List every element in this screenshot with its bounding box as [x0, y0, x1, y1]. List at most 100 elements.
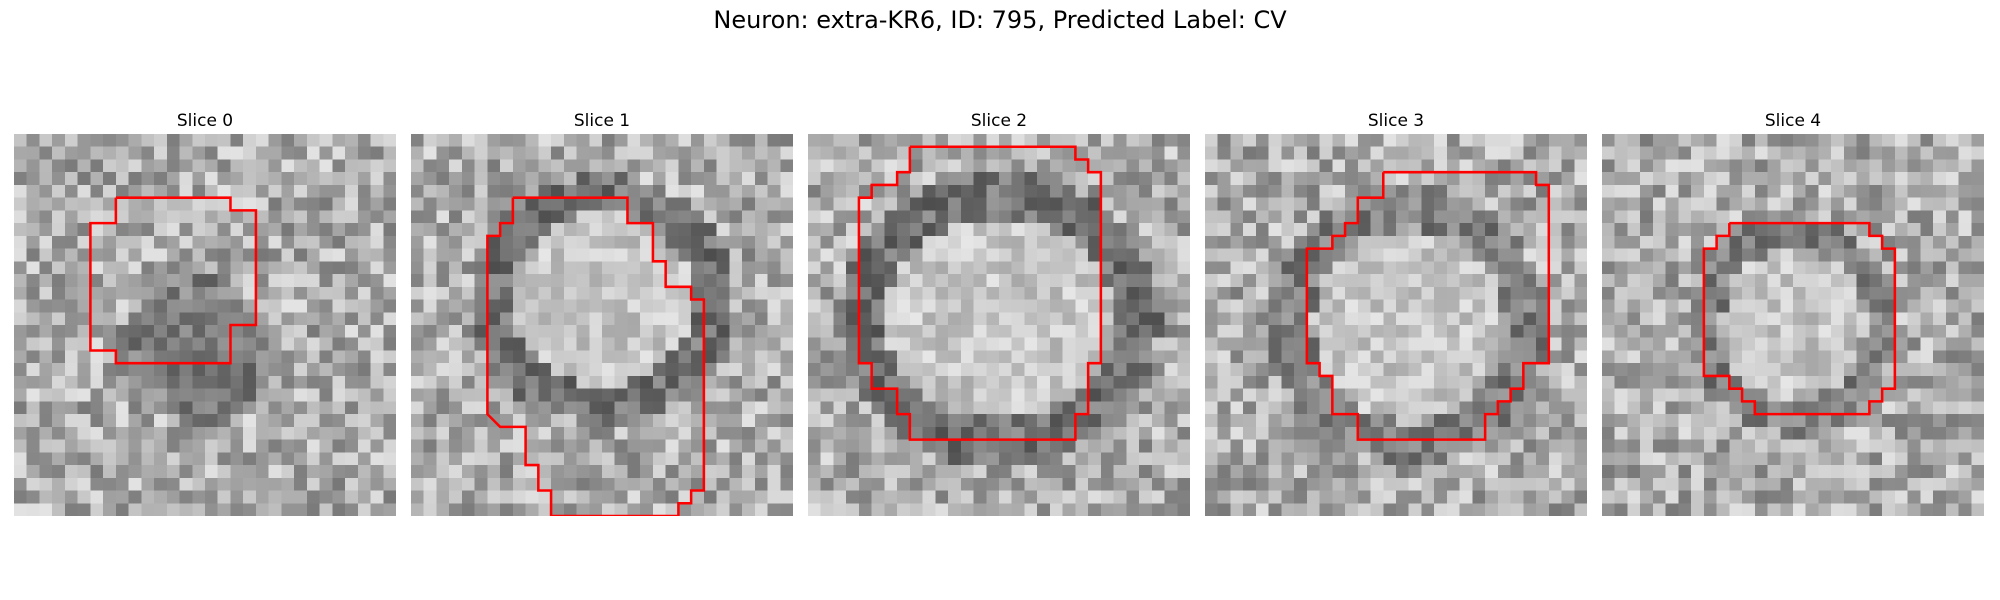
pixel: [1793, 401, 1806, 415]
pixel: [1640, 350, 1654, 364]
pixel: [1548, 172, 1562, 186]
pixel: [640, 223, 654, 237]
pixel: [1869, 465, 1883, 479]
pixel: [1614, 401, 1628, 415]
pixel: [1920, 274, 1934, 288]
pixel: [1497, 261, 1511, 275]
pixel: [1729, 299, 1743, 313]
pixel: [1383, 223, 1397, 237]
pixel: [1294, 363, 1308, 377]
pixel: [589, 388, 603, 402]
pixel: [1408, 159, 1422, 173]
pixel: [166, 235, 180, 249]
pixel: [691, 452, 705, 466]
pixel: [780, 388, 793, 402]
pixel: [833, 426, 847, 440]
pixel: [665, 350, 679, 364]
pixel: [474, 223, 488, 237]
pixel: [602, 375, 615, 389]
pixel: [474, 350, 488, 364]
pixel: [357, 363, 371, 377]
pixel: [268, 401, 282, 415]
pixel: [1332, 197, 1346, 211]
pixel: [1780, 337, 1794, 351]
pixel: [500, 223, 514, 237]
pixel: [846, 261, 860, 275]
pixel: [1306, 477, 1320, 491]
pixel: [754, 134, 768, 147]
pixel: [922, 414, 936, 428]
pixel: [1294, 134, 1308, 147]
pixel: [1691, 248, 1705, 262]
pixel: [1126, 299, 1140, 313]
pixel: [1882, 401, 1896, 415]
pixel: [423, 159, 437, 173]
pixel: [370, 439, 384, 453]
pixel: [345, 477, 359, 491]
pixel: [461, 388, 475, 402]
pixel: [1037, 184, 1051, 198]
pixel: [255, 388, 269, 402]
pixel: [332, 388, 346, 402]
pixel: [1843, 286, 1857, 300]
pixel: [1510, 248, 1524, 262]
pixel: [423, 363, 437, 377]
pixel: [1548, 375, 1562, 389]
pixel: [1243, 248, 1257, 262]
pixel: [1703, 286, 1717, 300]
pixel: [1408, 350, 1422, 364]
pixel: [1319, 274, 1333, 288]
pixel: [973, 312, 987, 326]
pixel: [1281, 172, 1295, 186]
pixel: [767, 477, 781, 491]
pixel: [808, 337, 821, 351]
pixel: [729, 439, 743, 453]
pixel: [960, 439, 974, 453]
pixel: [1614, 274, 1628, 288]
pixel: [281, 159, 295, 173]
pixel: [1640, 248, 1654, 262]
pixel: [1716, 452, 1730, 466]
pixel: [1408, 286, 1422, 300]
pixel: [1614, 388, 1628, 402]
pixel: [179, 223, 193, 237]
pixel: [1510, 146, 1524, 160]
pixel: [820, 388, 834, 402]
pixel: [1614, 465, 1628, 479]
pixel: [52, 401, 66, 415]
pixel: [716, 299, 730, 313]
pixel: [90, 452, 104, 466]
pixel: [1805, 363, 1819, 377]
pixel: [1818, 286, 1832, 300]
pixel: [1945, 414, 1959, 428]
pixel: [767, 299, 781, 313]
pixel: [192, 350, 206, 364]
pixel: [1703, 197, 1717, 211]
pixel: [986, 426, 1000, 440]
pixel: [1332, 465, 1346, 479]
pixel: [39, 401, 53, 415]
pixel: [1319, 261, 1333, 275]
pixel: [614, 146, 628, 160]
pixel: [1485, 184, 1499, 198]
pixel: [26, 184, 40, 198]
pixel: [833, 146, 847, 160]
pixel: [935, 426, 949, 440]
pixel: [1126, 414, 1140, 428]
pixel: [474, 363, 488, 377]
pixel: [115, 363, 129, 377]
pixel: [1691, 172, 1705, 186]
pixel: [1856, 452, 1870, 466]
pixel: [1561, 261, 1575, 275]
pixel: [1332, 286, 1346, 300]
pixel: [1383, 490, 1397, 504]
pixel: [306, 439, 320, 453]
pixel: [1126, 439, 1140, 453]
pixel: [179, 274, 193, 288]
pixel: [538, 401, 552, 415]
pixel: [1933, 286, 1947, 300]
pixel: [1945, 134, 1959, 147]
pixel: [1920, 337, 1934, 351]
pixel: [103, 363, 117, 377]
pixel: [39, 274, 53, 288]
